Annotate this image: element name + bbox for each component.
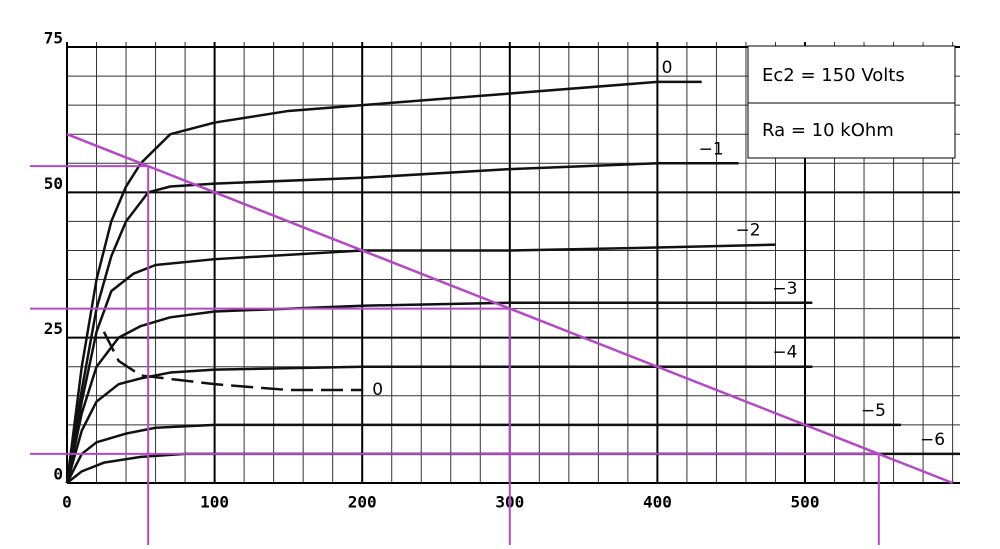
y-tick-label: 25 [44,319,63,338]
curve-label: −5 [861,401,886,421]
y-tick-label: 50 [44,174,63,193]
curve [65,80,702,484]
annotation: Ec2 = 150 Volts [762,65,905,86]
annotation: Ra = 10 kOhm [762,120,894,141]
curve [65,365,813,484]
curve [65,243,776,484]
y-tick-label: 75 [44,29,63,48]
x-tick-label: 500 [791,493,820,512]
plot: 0 −1 −2 −3 −4 −5 −6 0 [30,58,960,545]
x-tick-label: 200 [348,493,377,512]
curve-label: −6 [920,430,945,450]
x-tick-label: 0 [62,493,72,512]
curve [102,331,363,392]
x-tick-label: 100 [200,493,229,512]
curve-label: −4 [772,343,797,363]
y-tick-label: 0 [53,465,63,484]
curve-label: −3 [772,279,797,299]
x-tick-label: 400 [643,493,672,512]
curve-label: 0 [662,58,673,78]
note-box [747,45,956,159]
curve [65,423,901,484]
curve [65,162,739,484]
curve-label: −1 [699,139,724,159]
curve [65,301,813,484]
curve-label: −2 [735,221,760,241]
curve-label: 0 [372,380,383,400]
